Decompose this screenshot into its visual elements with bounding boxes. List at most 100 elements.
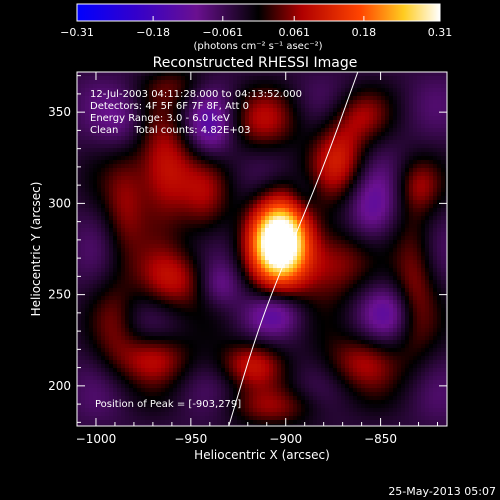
heatmap-cell — [437, 184, 442, 189]
heatmap-cell — [253, 84, 258, 89]
heatmap-cell — [401, 208, 406, 213]
heatmap-cell — [269, 192, 274, 197]
heatmap-cell — [409, 248, 414, 253]
heatmap-cell — [157, 268, 162, 273]
heatmap-cell — [205, 156, 210, 161]
heatmap-cell — [169, 236, 174, 241]
heatmap-cell — [265, 272, 270, 277]
heatmap-cell — [313, 72, 318, 77]
heatmap-cell — [261, 160, 266, 165]
heatmap-cell — [145, 132, 150, 137]
heatmap-cell — [93, 184, 98, 189]
heatmap-cell — [161, 248, 166, 253]
heatmap-cell — [357, 180, 362, 185]
heatmap-cell — [285, 176, 290, 181]
heatmap-cell — [169, 132, 174, 137]
heatmap-cell — [189, 136, 194, 141]
heatmap-cell — [445, 104, 447, 109]
heatmap-cell — [429, 252, 434, 257]
heatmap-cell — [185, 72, 190, 77]
heatmap-cell — [109, 132, 114, 137]
heatmap-cell — [117, 192, 122, 197]
heatmap-cell — [201, 148, 206, 153]
heatmap-cell — [325, 96, 330, 101]
heatmap-cell — [129, 80, 134, 85]
heatmap-cell — [189, 236, 194, 241]
heatmap-cell — [317, 276, 322, 281]
heatmap-cell — [229, 248, 234, 253]
heatmap-cell — [117, 168, 122, 173]
heatmap-cell — [229, 148, 234, 153]
heatmap-cell — [281, 84, 286, 89]
heatmap-cell — [281, 228, 286, 233]
heatmap-cell — [445, 168, 447, 173]
heatmap-cell — [389, 204, 394, 209]
heatmap-cell — [121, 200, 126, 205]
heatmap-cell — [165, 176, 170, 181]
heatmap-cell — [129, 120, 134, 125]
heatmap-cell — [257, 252, 262, 257]
heatmap-cell — [233, 120, 238, 125]
heatmap-cell — [233, 252, 238, 257]
heatmap-cell — [161, 160, 166, 165]
heatmap-cell — [237, 96, 242, 101]
heatmap-cell — [185, 284, 190, 289]
heatmap-cell — [397, 240, 402, 245]
heatmap-cell — [161, 132, 166, 137]
heatmap-cell — [157, 260, 162, 265]
heatmap-cell — [209, 252, 214, 257]
heatmap-cell — [445, 264, 447, 269]
heatmap-cell — [157, 80, 162, 85]
heatmap-cell — [429, 240, 434, 245]
heatmap-cell — [441, 280, 446, 285]
heatmap-cell — [97, 244, 102, 249]
heatmap-cell — [325, 124, 330, 129]
heatmap-cell — [229, 224, 234, 229]
heatmap-cell — [225, 264, 230, 269]
heatmap-cell — [77, 208, 82, 213]
heatmap-cell — [189, 276, 194, 281]
heatmap-cell — [97, 104, 102, 109]
heatmap-cell — [325, 104, 330, 109]
heatmap-cell — [293, 76, 298, 81]
heatmap-cell — [261, 120, 266, 125]
heatmap-cell — [353, 216, 358, 221]
heatmap-cell — [229, 184, 234, 189]
heatmap-cell — [273, 84, 278, 89]
heatmap-cell — [157, 232, 162, 237]
heatmap-cell — [253, 208, 258, 213]
heatmap-cell — [153, 84, 158, 89]
heatmap-cell — [385, 212, 390, 217]
heatmap-cell — [273, 76, 278, 81]
heatmap-cell — [273, 256, 278, 261]
heatmap-cell — [365, 204, 370, 209]
heatmap-cell — [357, 76, 362, 81]
heatmap-cell — [285, 260, 290, 265]
heatmap-cell — [381, 96, 386, 101]
heatmap-cell — [233, 164, 238, 169]
heatmap-cell — [349, 240, 354, 245]
heatmap-cell — [89, 272, 94, 277]
heatmap-cell — [97, 196, 102, 201]
heatmap-cell — [429, 188, 434, 193]
heatmap-cell — [241, 124, 246, 129]
heatmap-cell — [333, 248, 338, 253]
heatmap-cell — [125, 244, 130, 249]
heatmap-cell — [217, 180, 222, 185]
heatmap-cell — [89, 72, 94, 77]
heatmap-cell — [117, 72, 122, 77]
heatmap-cell — [93, 188, 98, 193]
heatmap-cell — [385, 132, 390, 137]
heatmap-cell — [381, 104, 386, 109]
heatmap-cell — [161, 228, 166, 233]
heatmap-cell — [369, 88, 374, 93]
heatmap-cell — [309, 128, 314, 133]
heatmap-cell — [97, 224, 102, 229]
heatmap-cell — [189, 264, 194, 269]
heatmap-cell — [381, 256, 386, 261]
heatmap-cell — [321, 232, 326, 237]
heatmap-cell — [189, 104, 194, 109]
heatmap-cell — [133, 76, 138, 81]
heatmap-cell — [157, 108, 162, 113]
heatmap-cell — [165, 92, 170, 97]
